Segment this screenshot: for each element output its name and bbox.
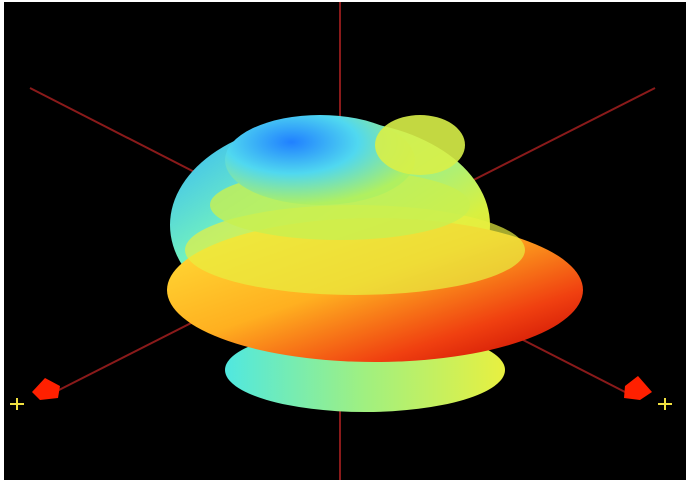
render-view <box>0 0 690 486</box>
ring <box>375 115 465 175</box>
page <box>0 0 690 486</box>
